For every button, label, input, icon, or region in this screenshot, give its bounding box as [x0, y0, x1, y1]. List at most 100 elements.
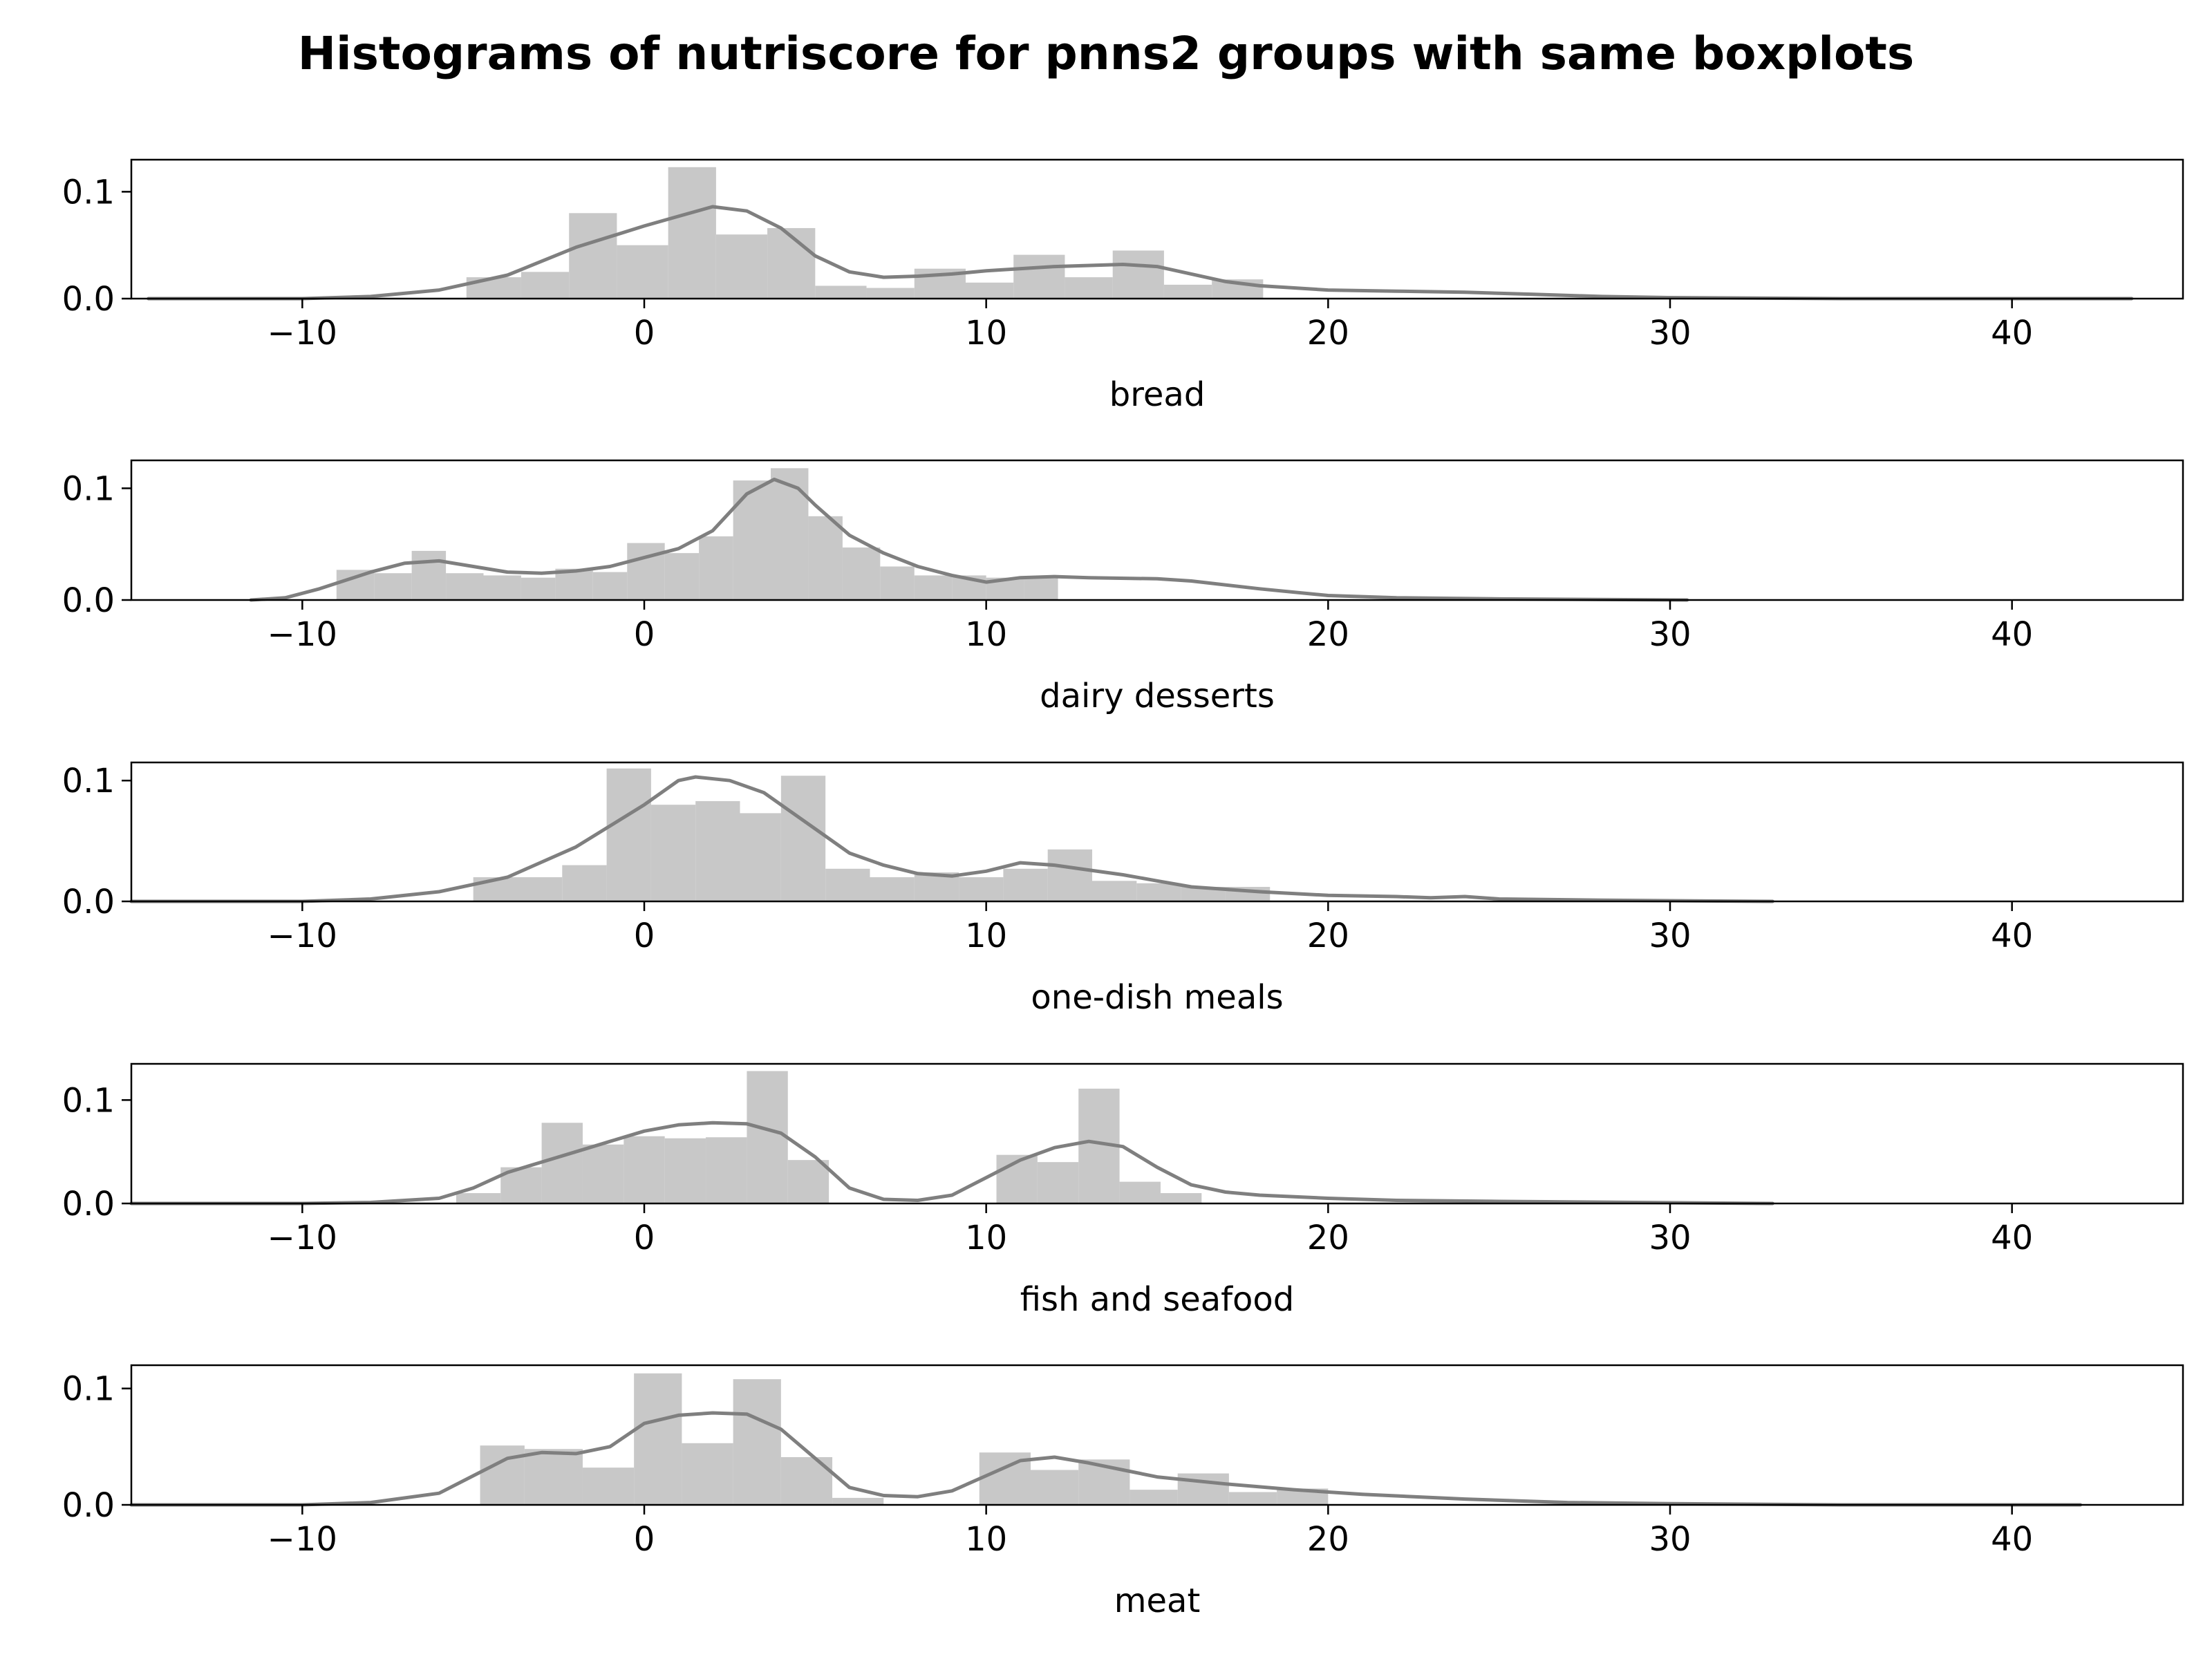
subplot-4: −10 0 10 20 30 40 0.0 0.1 fish and seafood: [62, 1062, 2184, 1319]
axes-frame: [130, 158, 2184, 300]
histogram-bar: [1130, 1490, 1178, 1505]
y-tick-label: 0.0: [62, 581, 115, 620]
histogram-bar: [1003, 868, 1048, 901]
kde-line: [147, 205, 2134, 301]
x-tick-label: 0: [634, 615, 655, 654]
kde-line: [129, 775, 1774, 903]
x-tick-label: 0: [634, 1219, 655, 1257]
histogram-bar: [706, 1137, 747, 1203]
histogram-bar: [1030, 1470, 1079, 1505]
x-tick-label: 20: [1307, 917, 1349, 955]
x-tick-label: 0: [634, 917, 655, 955]
histogram-bar: [832, 1497, 884, 1505]
x-tick-label: 10: [965, 615, 1007, 654]
histogram-bar: [336, 570, 375, 600]
histogram-bar: [682, 1443, 733, 1505]
histogram-bar: [780, 776, 826, 901]
histogram-bar: [1037, 1162, 1079, 1203]
histogram-bar: [668, 167, 716, 299]
kde-line: [129, 1411, 2083, 1507]
histogram-bar: [965, 282, 1014, 299]
axes-frame: [130, 1062, 2184, 1205]
x-tick-label: −10: [268, 1219, 337, 1257]
histogram-bar: [959, 877, 1004, 901]
x-tick-label: −10: [268, 314, 337, 353]
histogram-bar: [1136, 883, 1181, 901]
histogram-bar: [606, 768, 651, 901]
histogram-bar: [880, 566, 915, 600]
histogram-bar: [825, 868, 870, 901]
histogram-bar: [483, 575, 521, 600]
histogram-bar: [870, 877, 915, 901]
x-tick-label: 30: [1649, 314, 1691, 353]
histogram-bar: [747, 1071, 788, 1203]
x-tick-label: 30: [1649, 917, 1691, 955]
histogram-bar: [517, 877, 563, 901]
histogram-bar: [1047, 849, 1093, 901]
y-tick-label: 0.0: [62, 1185, 115, 1224]
histogram-bar: [767, 227, 816, 299]
histogram-bar: [569, 213, 617, 299]
histogram-bar: [664, 1138, 706, 1203]
histogram-bar: [740, 813, 781, 901]
x-tick-label: 20: [1307, 1219, 1349, 1257]
x-tick-label: 30: [1649, 1219, 1691, 1257]
histogram-bar: [1112, 250, 1164, 299]
histogram-bar: [733, 480, 771, 600]
histogram-bar: [446, 573, 484, 600]
histogram-bar: [1024, 577, 1058, 600]
histogram-bar: [699, 536, 733, 600]
x-tick-label: 40: [1991, 615, 2033, 654]
x-tick-label: 40: [1991, 314, 2033, 353]
histogram-bar: [411, 550, 447, 600]
x-tick-label: 10: [965, 1520, 1007, 1559]
x-tick-label: 0: [634, 1520, 655, 1559]
x-tick-label: 20: [1307, 615, 1349, 654]
histogram-bar: [627, 543, 665, 600]
histogram-bar: [521, 577, 556, 600]
histogram-bar: [480, 1445, 525, 1505]
x-axis-label: fish and seafood: [1020, 1280, 1295, 1319]
histogram-bar: [771, 468, 809, 600]
histogram-bar: [521, 272, 570, 299]
histogram-bar: [733, 1379, 781, 1505]
y-tick-label: 0.0: [62, 280, 115, 319]
subplot-3: −10 0 10 20 30 40 0.0 0.1 one-dish meals: [62, 761, 2184, 1017]
kde-line: [129, 1121, 1774, 1206]
x-axis-label: dairy desserts: [1040, 677, 1275, 715]
histogram-bar: [695, 800, 740, 901]
x-axis-label: meat: [1114, 1582, 1201, 1620]
axes-frame: [130, 459, 2184, 601]
histogram-bar: [1160, 1193, 1202, 1203]
y-tick-label: 0.1: [62, 1370, 115, 1409]
histogram-bar: [1228, 1492, 1277, 1505]
histogram-bar: [555, 568, 593, 600]
x-tick-label: 10: [965, 917, 1007, 955]
histogram-bar: [634, 1373, 682, 1505]
histogram-bar: [1092, 881, 1137, 901]
y-tick-label: 0.0: [62, 1486, 115, 1525]
y-tick-label: 0.1: [62, 469, 115, 508]
histogram-bar: [456, 1193, 501, 1203]
x-tick-label: 20: [1307, 1520, 1349, 1559]
kde-line: [249, 478, 1689, 602]
x-tick-label: −10: [268, 1520, 337, 1559]
histogram-bar: [592, 572, 628, 600]
histogram-bar: [650, 805, 696, 901]
histogram-bar: [1181, 887, 1226, 901]
histogram-bar: [374, 573, 412, 600]
axes-frame: [130, 761, 2184, 903]
histogram-bar: [1119, 1181, 1161, 1203]
histogram-bar: [787, 1160, 830, 1203]
histogram-bar: [842, 547, 881, 600]
histogram-bar: [617, 245, 668, 299]
chart-title: Histograms of nutriscore for pnns2 group…: [298, 27, 1914, 80]
histogram-bar: [664, 553, 700, 600]
x-tick-label: 40: [1991, 917, 2033, 955]
histogram-bar: [524, 1449, 583, 1505]
histogram-bar: [715, 234, 768, 299]
histogram-bar: [582, 1144, 624, 1203]
y-tick-label: 0.0: [62, 883, 115, 921]
